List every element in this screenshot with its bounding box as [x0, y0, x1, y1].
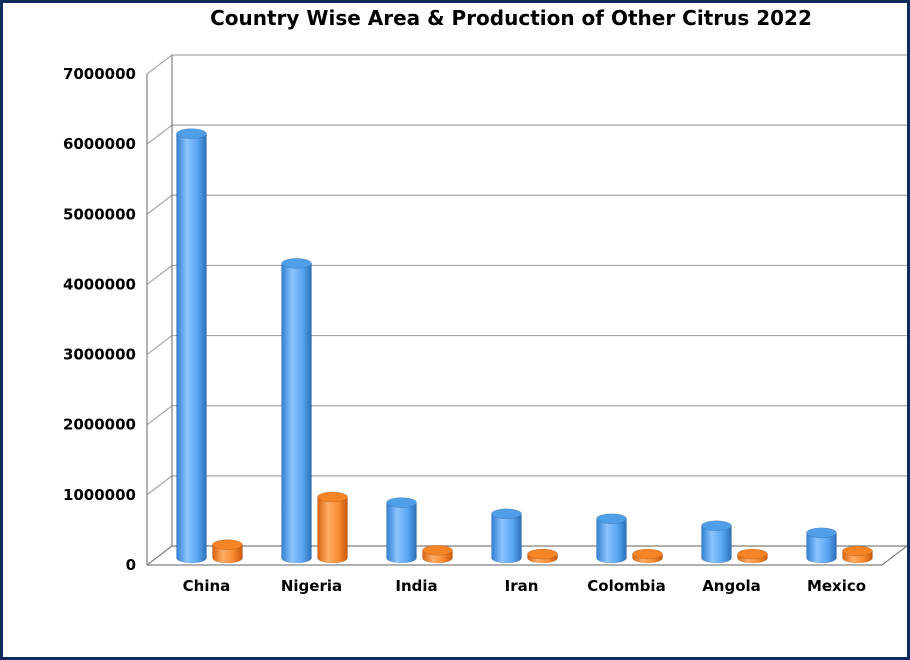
- bar: [596, 513, 627, 564]
- bar-top: [212, 539, 243, 550]
- bar: [806, 527, 837, 564]
- y-axis-ticks: 0 1000000 2000000 3000000 4000000 5000000 6000…: [63, 65, 136, 574]
- bar-top: [806, 527, 837, 539]
- x-tick-label: Iran: [505, 577, 539, 595]
- x-axis-line: [147, 545, 908, 566]
- gridline: [146, 194, 907, 215]
- gridline: [146, 405, 907, 426]
- bar-top: [737, 548, 768, 560]
- bar-body: [212, 544, 243, 564]
- bar-top: [632, 548, 663, 560]
- bar: [422, 544, 453, 564]
- y-tick-label: 3000000: [63, 346, 136, 364]
- bar-top: [176, 128, 207, 139]
- gridline: [146, 54, 907, 75]
- bar-top: [596, 513, 627, 525]
- bar-top: [701, 520, 732, 532]
- x-tick-label: Colombia: [587, 577, 665, 595]
- y-tick-label: 2000000: [63, 416, 136, 434]
- gridline: [146, 475, 907, 496]
- y-tick-label: 4000000: [63, 275, 136, 293]
- bar-body: [491, 513, 522, 564]
- y-tick-label: 7000000: [63, 65, 136, 83]
- chart-title: Country Wise Area & Production of Other …: [210, 6, 812, 30]
- x-tick-label: China: [183, 577, 231, 595]
- bar-top: [422, 544, 453, 556]
- gridline: [146, 264, 907, 285]
- bar: [701, 520, 732, 564]
- bar: [737, 548, 768, 564]
- x-tick-label: India: [395, 577, 437, 595]
- bar: [491, 508, 522, 564]
- bar-top: [386, 497, 417, 508]
- bar: [842, 545, 873, 564]
- bar-body: [317, 496, 348, 564]
- floor-back-edge: [146, 545, 907, 566]
- grid-layer: [146, 54, 908, 566]
- y-tick-label: 6000000: [63, 135, 136, 153]
- y-tick-label: 0: [126, 556, 136, 574]
- x-tick-label: Mexico: [807, 577, 866, 595]
- bar-top: [527, 548, 558, 560]
- bar: [317, 491, 348, 564]
- bar: [527, 548, 558, 564]
- x-tick-label: Nigeria: [281, 577, 342, 595]
- bar: [176, 128, 207, 564]
- bar-body: [596, 518, 627, 564]
- bar-top: [281, 258, 312, 269]
- bar: [281, 258, 312, 564]
- bar-body: [281, 263, 312, 564]
- bar-top: [317, 491, 348, 503]
- bar: [632, 548, 663, 564]
- bars: [176, 128, 873, 564]
- bar-body: [806, 532, 837, 564]
- bar-top: [491, 508, 522, 520]
- bar: [212, 539, 243, 564]
- x-tick-label: Angola: [702, 577, 761, 595]
- bar-body: [176, 133, 207, 564]
- gridline: [146, 124, 907, 145]
- bar-body: [386, 502, 417, 564]
- x-axis-ticks: China Nigeria India Iran Colombia Angola Mexic…: [183, 577, 866, 595]
- y-tick-label: 1000000: [63, 486, 136, 504]
- gridline: [146, 334, 907, 356]
- bar-body: [701, 525, 732, 564]
- bar: [386, 497, 417, 564]
- y-tick-label: 5000000: [63, 205, 136, 223]
- bar-top: [842, 545, 873, 557]
